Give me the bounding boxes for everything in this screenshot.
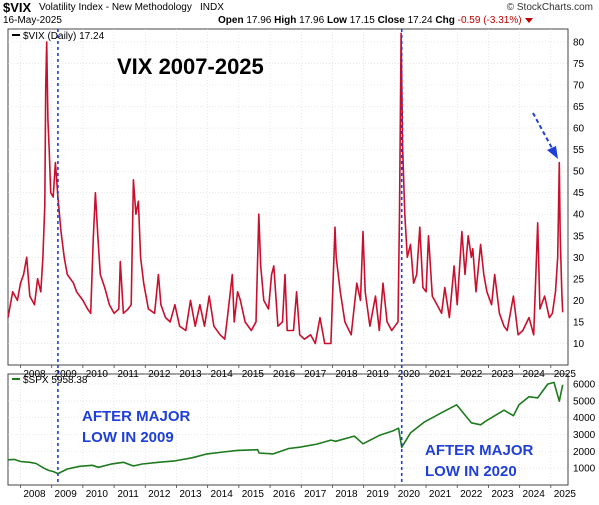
vix-y-tick-label: 25 bbox=[573, 274, 585, 285]
spx-y-tick-label: 6000 bbox=[573, 380, 596, 391]
chart-symbol: $VIX bbox=[3, 0, 32, 15]
vix-x-tick-label: 2025 bbox=[554, 369, 577, 380]
vix-y-tick-label: 30 bbox=[573, 253, 585, 264]
vix-x-tick-label: 2009 bbox=[55, 369, 78, 380]
vix-x-tick-label: 2015 bbox=[242, 369, 265, 380]
vix-x-tick-label: 2011 bbox=[117, 369, 139, 380]
chg-value: -0.59 (-3.31%) bbox=[457, 15, 522, 26]
vix-x-tick-label: 2021 bbox=[429, 369, 452, 380]
vix-y-tick-label: 40 bbox=[573, 210, 585, 221]
close-value: 17.24 bbox=[407, 15, 433, 26]
spx-x-tick-label: 2014 bbox=[211, 489, 234, 500]
spx-x-tick-label: 2016 bbox=[273, 489, 296, 500]
vix-y-tick-label: 65 bbox=[573, 102, 585, 113]
vix-x-tick-label: 2019 bbox=[367, 369, 390, 380]
spx-x-tick-label: 2010 bbox=[86, 489, 109, 500]
spx-legend: $SPX 5958.38 bbox=[23, 375, 88, 386]
note-2009-line1: AFTER MAJOR bbox=[82, 408, 191, 425]
quote-date: 16-May-2025 bbox=[3, 15, 62, 26]
vix-y-tick-label: 15 bbox=[573, 317, 585, 328]
vix-x-tick-label: 2014 bbox=[211, 369, 234, 380]
high-value: 17.96 bbox=[299, 15, 325, 26]
index-name: Volatility Index - New Methodology bbox=[39, 2, 192, 13]
note-2020-line2: LOW IN 2020 bbox=[425, 463, 517, 480]
vix-panel-frame bbox=[7, 28, 569, 366]
spx-x-tick-label: 2011 bbox=[117, 489, 139, 500]
vertical-markers bbox=[57, 29, 403, 485]
vix-x-tick-label: 2018 bbox=[335, 369, 358, 380]
vix-y-tick-label: 35 bbox=[573, 231, 585, 242]
spx-x-tick-label: 2012 bbox=[148, 489, 171, 500]
vix-y-tick-label: 60 bbox=[573, 124, 585, 135]
spike-arrow bbox=[532, 112, 554, 151]
spx-y-tick-label: 1000 bbox=[573, 464, 596, 475]
exchange-label: INDX bbox=[200, 2, 224, 13]
vix-y-tick-label: 80 bbox=[573, 37, 585, 48]
note-2020-line1: AFTER MAJOR bbox=[425, 442, 534, 459]
main-title-annotation: VIX 2007-2025 bbox=[117, 54, 264, 79]
source-credit: © StockCharts.com bbox=[506, 2, 593, 13]
vix-x-tick-label: 2020 bbox=[398, 369, 421, 380]
vix-x-tick-label: 2010 bbox=[86, 369, 109, 380]
spx-x-tick-label: 2019 bbox=[367, 489, 390, 500]
close-label: Close bbox=[377, 15, 405, 26]
vix-x-tick-label: 2016 bbox=[273, 369, 296, 380]
spx-y-tick-label: 5000 bbox=[573, 396, 596, 407]
spx-y-tick-label: 2000 bbox=[573, 447, 596, 458]
vix-y-tick-label: 55 bbox=[573, 145, 585, 156]
vix-y-tick-label: 70 bbox=[573, 81, 585, 92]
vix-x-tick-label: 2013 bbox=[179, 369, 202, 380]
arrow-head-icon bbox=[547, 146, 558, 159]
spx-x-tick-label: 2020 bbox=[398, 489, 421, 500]
spx-x-tick-label: 2022 bbox=[460, 489, 483, 500]
down-triangle-icon bbox=[524, 17, 533, 23]
vix-y-tick-label: 45 bbox=[573, 188, 585, 199]
spx-x-tick-label: 2015 bbox=[242, 489, 265, 500]
spx-series-line bbox=[7, 381, 564, 475]
spx-x-tick-label: 2023 bbox=[491, 489, 514, 500]
spx-grid bbox=[8, 374, 568, 485]
spx-x-axis: 2008 2009 2010 2011 2012 2013 2014 2015 2016 2017… bbox=[20, 485, 576, 500]
vix-y-axis: 10 15 20 25 30 35 40 45 50 55 60 65 70 75 80 bbox=[573, 37, 585, 350]
spx-y-tick-label: 3000 bbox=[573, 430, 596, 441]
vix-series-line bbox=[7, 32, 564, 345]
note-2009-line2: LOW IN 2009 bbox=[82, 429, 174, 446]
vix-grid bbox=[8, 29, 568, 365]
chg-label: Chg bbox=[435, 15, 455, 26]
vix-x-tick-label: 2022 bbox=[460, 369, 483, 380]
open-value: 17.96 bbox=[246, 15, 272, 26]
low-label: Low bbox=[326, 15, 347, 26]
spx-x-tick-label: 2018 bbox=[335, 489, 358, 500]
spx-y-tick-label: 4000 bbox=[573, 413, 596, 424]
vix-x-tick-label: 2012 bbox=[148, 369, 171, 380]
spx-x-tick-label: 2021 bbox=[429, 489, 452, 500]
spx-x-tick-label: 2025 bbox=[554, 489, 577, 500]
spx-x-tick-label: 2008 bbox=[23, 489, 46, 500]
vix-x-tick-label: 2024 bbox=[523, 369, 546, 380]
vix-y-tick-label: 10 bbox=[573, 339, 585, 350]
vix-x-tick-label: 2008 bbox=[23, 369, 46, 380]
open-label: Open bbox=[218, 15, 244, 26]
spx-x-tick-label: 2013 bbox=[179, 489, 202, 500]
vix-x-axis: 2008 2009 2010 2011 2012 2013 2014 2015 2016 2017… bbox=[20, 365, 576, 380]
low-value: 17.15 bbox=[349, 15, 375, 26]
vix-y-tick-label: 20 bbox=[573, 296, 585, 307]
spx-y-axis: 1000 2000 3000 4000 5000 6000 bbox=[573, 380, 596, 475]
vix-y-tick-label: 75 bbox=[573, 59, 585, 70]
vix-x-tick-label: 2023 bbox=[491, 369, 514, 380]
spx-x-tick-label: 2009 bbox=[55, 489, 78, 500]
vix-legend: $VIX (Daily) 17.24 bbox=[23, 31, 105, 42]
high-label: High bbox=[274, 15, 297, 26]
quote-bar: Open 17.96 High 17.96 Low 17.15 Close 17… bbox=[218, 15, 533, 26]
spx-x-tick-label: 2017 bbox=[304, 489, 327, 500]
spx-x-tick-label: 2024 bbox=[523, 489, 546, 500]
vix-x-tick-label: 2017 bbox=[304, 369, 327, 380]
vix-y-tick-label: 50 bbox=[573, 167, 585, 178]
